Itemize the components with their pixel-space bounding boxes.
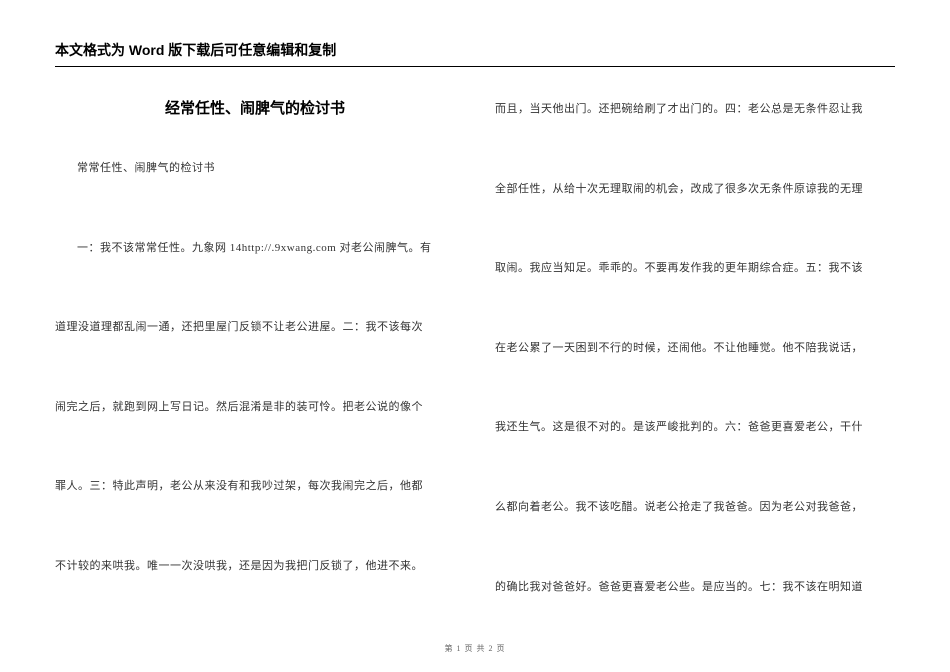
paragraph: 在老公累了一天困到不行的时候，还闹他。不让他睡觉。他不陪我说话， [495, 340, 895, 358]
paragraph: 不计较的来哄我。唯一一次没哄我，还是因为我把门反锁了，他进不来。 [55, 558, 455, 576]
paragraph: 么都向着老公。我不该吃醋。说老公抢走了我爸爸。因为老公对我爸爸， [495, 499, 895, 517]
document-title: 经常任性、闹脾气的检讨书 [55, 97, 455, 118]
paragraph: 全部任性，从给十次无理取闹的机会，改成了很多次无条件原谅我的无理 [495, 181, 895, 199]
document-page: 本文格式为 Word 版下载后可任意编辑和复制 经常任性、闹脾气的检讨书 常常任… [0, 0, 950, 672]
page-footer: 第 1 页 共 2 页 [0, 643, 950, 654]
paragraph: 而且，当天他出门。还把碗给刷了才出门的。四：老公总是无条件忍让我 [495, 101, 895, 119]
content-area: 经常任性、闹脾气的检讨书 常常任性、闹脾气的检讨书 一：我不该常常任性。九象网 … [55, 97, 895, 637]
paragraph: 道理没道理都乱闹一通，还把里屋门反锁不让老公进屋。二：我不该每次 [55, 319, 455, 337]
paragraph: 闹完之后，就跑到网上写日记。然后混淆是非的装可怜。把老公说的像个 [55, 399, 455, 417]
right-column: 而且，当天他出门。还把碗给刷了才出门的。四：老公总是无条件忍让我 全部任性，从给… [495, 97, 895, 637]
header-notice: 本文格式为 Word 版下载后可任意编辑和复制 [55, 40, 895, 67]
paragraph: 的确比我对爸爸好。爸爸更喜爱老公些。是应当的。七：我不该在明知道 [495, 579, 895, 597]
paragraph: 我还生气。这是很不对的。是该严峻批判的。六：爸爸更喜爱老公，干什 [495, 419, 895, 437]
paragraph: 一：我不该常常任性。九象网 14http://.9xwang.com 对老公闹脾… [55, 240, 455, 258]
paragraph: 取闹。我应当知足。乖乖的。不要再发作我的更年期综合症。五：我不该 [495, 260, 895, 278]
paragraph: 罪人。三：特此声明，老公从来没有和我吵过架，每次我闹完之后，他都 [55, 478, 455, 496]
paragraph: 常常任性、闹脾气的检讨书 [55, 160, 455, 178]
left-column: 经常任性、闹脾气的检讨书 常常任性、闹脾气的检讨书 一：我不该常常任性。九象网 … [55, 97, 455, 637]
